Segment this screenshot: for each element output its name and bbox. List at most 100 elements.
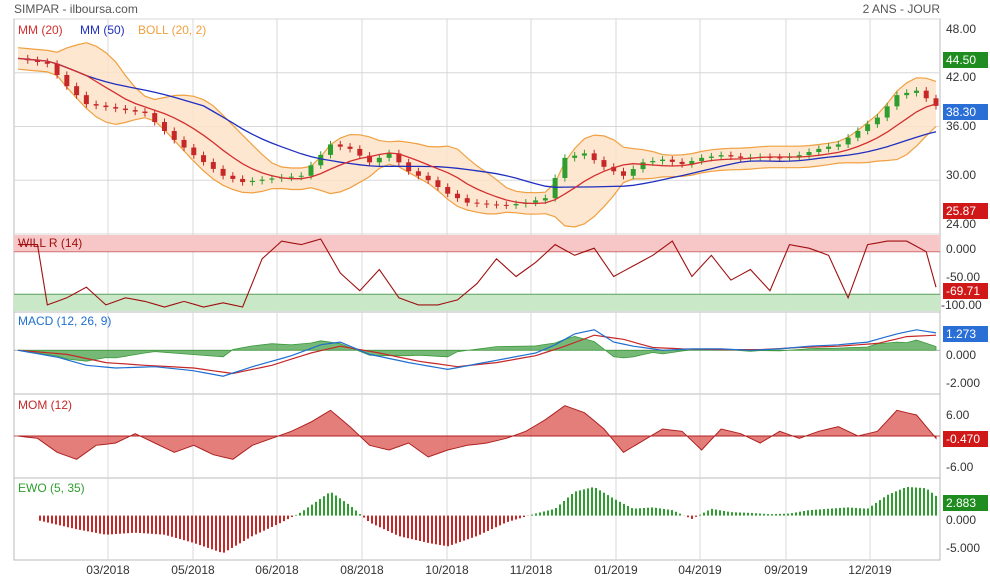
candle-body bbox=[396, 153, 402, 163]
candle-body bbox=[259, 179, 265, 181]
chart-period: 2 ANS - JOUR bbox=[863, 2, 941, 16]
price-tick: 30.00 bbox=[946, 168, 976, 182]
x-tick: 05/2018 bbox=[171, 563, 215, 577]
candle-body bbox=[855, 130, 861, 138]
candle-body bbox=[122, 108, 128, 111]
candle-body bbox=[425, 175, 431, 181]
candle-body bbox=[542, 198, 548, 201]
willr-line bbox=[18, 238, 937, 308]
mom-tick: 6.00 bbox=[946, 408, 970, 422]
macd-panel bbox=[13, 311, 941, 395]
price-tick: 48.00 bbox=[946, 22, 976, 36]
oversold-zone bbox=[14, 294, 940, 311]
legend-mm20: MM (20) bbox=[18, 23, 63, 37]
candle-body bbox=[161, 122, 167, 131]
legend-boll: BOLL (20, 2) bbox=[138, 23, 206, 37]
candle-body bbox=[708, 156, 714, 158]
candle-body bbox=[884, 106, 890, 118]
candle-body bbox=[660, 159, 666, 161]
legend-macd: MACD (12, 26, 9) bbox=[18, 314, 111, 328]
candle-body bbox=[103, 105, 109, 108]
candle-body bbox=[357, 148, 363, 156]
bollinger-band bbox=[18, 42, 936, 228]
willr-tick: -50.00 bbox=[946, 270, 980, 284]
candle-body bbox=[337, 144, 343, 147]
candle-body bbox=[415, 171, 421, 176]
candle-body bbox=[933, 98, 939, 106]
candle-body bbox=[620, 171, 626, 176]
candle-body bbox=[738, 156, 744, 158]
candle-body bbox=[367, 155, 373, 163]
candle-body bbox=[328, 144, 334, 155]
candle-body bbox=[611, 166, 617, 172]
candle-body bbox=[865, 124, 871, 131]
candle-body bbox=[113, 107, 119, 109]
candle-body bbox=[728, 155, 734, 157]
willr-tick: 0.000 bbox=[946, 242, 976, 256]
ewo-tick: -5.000 bbox=[946, 541, 980, 555]
candle-body bbox=[64, 74, 70, 87]
legend-mom: MOM (12) bbox=[18, 398, 72, 412]
candle-body bbox=[689, 160, 695, 165]
price-tick: 24.00 bbox=[946, 217, 976, 231]
candle-body bbox=[806, 152, 812, 156]
x-tick: 12/2019 bbox=[848, 563, 892, 577]
candle-body bbox=[230, 175, 236, 179]
badge-low-value: 25.87 bbox=[946, 204, 976, 218]
candle-body bbox=[913, 90, 919, 93]
candle-body bbox=[171, 130, 177, 140]
willr-tick: -100.00 bbox=[941, 298, 982, 312]
badge-ewo bbox=[943, 495, 988, 511]
candle-body bbox=[581, 153, 587, 156]
candle-body bbox=[474, 202, 480, 204]
candle-body bbox=[454, 193, 460, 199]
candle-body bbox=[318, 154, 324, 166]
candle-body bbox=[835, 144, 841, 147]
candle-body bbox=[552, 178, 558, 199]
x-tick: 01/2019 bbox=[594, 563, 638, 577]
candle-body bbox=[816, 148, 822, 153]
badge-willr-value: -69.71 bbox=[946, 284, 980, 298]
badge-high bbox=[943, 52, 988, 68]
candle-body bbox=[718, 155, 724, 157]
candle-body bbox=[308, 165, 314, 176]
badge-ewo-value: 2.883 bbox=[946, 496, 976, 510]
candle-body bbox=[923, 90, 929, 99]
candle-body bbox=[210, 162, 216, 169]
badge-last-value: 38.30 bbox=[946, 105, 976, 119]
candle-body bbox=[591, 153, 597, 161]
badge-high-value: 44.50 bbox=[946, 53, 976, 67]
macd-tick: 0.000 bbox=[946, 348, 976, 362]
candle-body bbox=[298, 175, 304, 177]
candle-body bbox=[181, 139, 187, 148]
ewo-tick: 0.000 bbox=[946, 513, 976, 527]
candle-body bbox=[562, 157, 568, 179]
candle-body bbox=[845, 137, 851, 145]
candle-body bbox=[640, 162, 646, 170]
macd-tick: -2.000 bbox=[946, 376, 980, 390]
price-tick: 36.00 bbox=[946, 119, 976, 133]
candle-body bbox=[679, 161, 685, 165]
badge-mom bbox=[943, 431, 988, 447]
candle-body bbox=[464, 198, 470, 203]
candle-body bbox=[669, 159, 675, 162]
candle-body bbox=[630, 169, 636, 176]
x-tick: 08/2018 bbox=[340, 563, 384, 577]
x-tick: 09/2019 bbox=[764, 563, 808, 577]
candle-body bbox=[699, 157, 705, 161]
candle-body bbox=[288, 176, 294, 178]
candle-body bbox=[35, 60, 41, 62]
candle-body bbox=[894, 95, 900, 107]
candle-body bbox=[74, 86, 80, 96]
candle-body bbox=[220, 168, 226, 176]
candle-body bbox=[191, 147, 197, 156]
macd-histogram bbox=[17, 335, 937, 362]
x-tick: 06/2018 bbox=[255, 563, 299, 577]
candle-body bbox=[533, 200, 539, 203]
bollinger-lower bbox=[17, 68, 937, 228]
candle-body bbox=[796, 155, 802, 157]
candle-body bbox=[54, 63, 60, 75]
candle-body bbox=[650, 160, 656, 163]
x-tick: 10/2018 bbox=[425, 563, 469, 577]
candle-body bbox=[435, 180, 441, 187]
